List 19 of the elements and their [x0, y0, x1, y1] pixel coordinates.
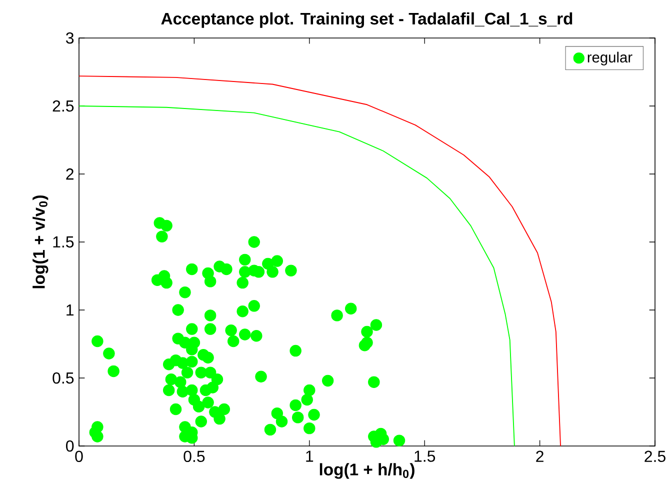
y-tick-label: 2.5 — [52, 100, 74, 112]
y-tick-label: 0 — [66, 440, 74, 452]
x-axis-title: log(1 + h/h$_{0}$) — [320, 463, 414, 479]
x-tick-label: 2 — [536, 450, 544, 462]
line-series — [78, 106, 515, 446]
x-tick-label: 2.5 — [644, 450, 666, 462]
chart-title: Acceptance plot. Training set - Tadalafil_Cal_1_s_rd — [161, 12, 572, 28]
line-series — [78, 76, 562, 446]
y-tick-label: 1 — [66, 304, 74, 316]
legend-label: regular — [588, 52, 632, 66]
y-tick-label: 1.5 — [53, 236, 74, 248]
x-tick-label: 1.5 — [414, 450, 436, 462]
x-tick-label: 0.5 — [184, 450, 205, 462]
y-axis-title: log(1 + v/v$_{0}$) — [32, 195, 48, 288]
x-tick-label: 0 — [75, 450, 83, 462]
y-tick-label: 2 — [66, 168, 74, 180]
y-tick-label: 3 — [66, 32, 74, 44]
y-tick-label: 0.5 — [52, 372, 74, 384]
x-tick-label: 1 — [306, 450, 314, 462]
